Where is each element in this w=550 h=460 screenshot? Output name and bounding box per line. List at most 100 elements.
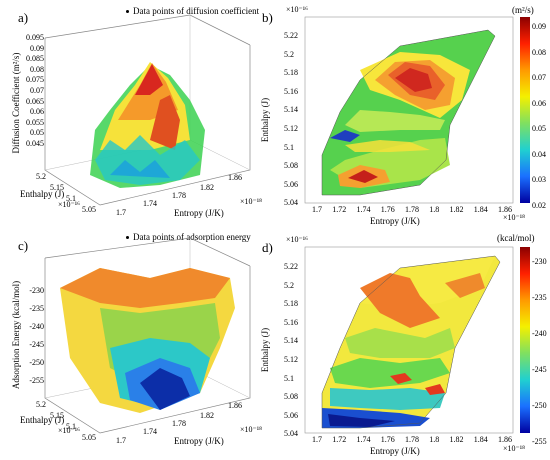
cbtick: 0.02	[532, 200, 546, 210]
panel-a-xtick: 1.78	[172, 191, 186, 200]
panel-c-zticks: -230 -235 -240 -245 -250 -255	[20, 282, 44, 390]
panel-c-xtick: 1.74	[143, 427, 157, 436]
xtick: 1.7	[312, 435, 322, 444]
ytick: 5.06	[284, 179, 298, 189]
panel-a-ymult: ×10⁻¹⁶	[58, 200, 80, 209]
xtick: 1.7	[312, 205, 322, 214]
cbtick: 0.09	[532, 22, 546, 31]
ztick: -245	[29, 340, 44, 349]
ytick: 5.16	[284, 86, 298, 96]
panel-a-xtick: 1.7	[116, 208, 126, 217]
ztick: 0.07	[30, 85, 44, 95]
panel-b-mult-top: ×10⁻¹⁶	[286, 5, 308, 14]
ztick: 0.055	[26, 117, 44, 127]
panel-c-xtick: 1.78	[172, 419, 186, 428]
panel-c-xtick: 1.7	[116, 436, 126, 445]
ytick: 5.08	[284, 161, 298, 171]
panel-a-xtick: 1.82	[200, 183, 214, 192]
panel-c-legend: Data points of adsorption energy	[126, 232, 251, 242]
panel-d-mult-top: ×10⁻¹⁶	[286, 235, 308, 244]
ztick: 0.085	[26, 54, 44, 64]
panel-a-label: a)	[18, 10, 29, 25]
legend-dot-icon	[126, 236, 129, 240]
panel-c-xmult: ×10⁻¹⁸	[240, 425, 262, 434]
ztick: -235	[29, 304, 44, 313]
cbtick: -235	[532, 293, 547, 302]
xtick: 1.76	[380, 435, 395, 444]
panel-c-ytick: 5.1	[66, 422, 76, 431]
panel-a-ytick: 5.2	[36, 172, 46, 181]
panel-a-legend-text: Data points of diffusion coefficient	[133, 6, 260, 16]
ytick: 5.14	[284, 105, 298, 115]
cbtick: -240	[532, 329, 547, 338]
ztick: 0.05	[30, 128, 44, 138]
xtick: 1.78	[405, 205, 419, 214]
panel-c-xtick: 1.86	[228, 401, 242, 410]
ytick: 5.1	[284, 142, 294, 152]
panel-a-legend: Data points of diffusion coefficient	[126, 6, 259, 16]
ztick: -230	[29, 286, 44, 295]
panel-a-surface	[44, 14, 251, 206]
panel-d-ylabel: Enthalpy (J)	[260, 327, 270, 373]
ztick: -255	[29, 376, 44, 385]
ytick: 5.18	[284, 68, 298, 78]
xtick: 1.72	[332, 435, 347, 444]
panel-d-xmult: ×10⁻¹⁸	[503, 444, 525, 453]
xtick: 1.84	[473, 205, 488, 214]
ytick: 5.04	[284, 198, 298, 208]
ytick: 5.12	[284, 123, 298, 133]
panel-b-yticks: 5.22 5.2 5.18 5.16 5.14 5.12 5.1 5.08 5.06 5.04	[284, 27, 298, 213]
ytick: 5.16	[284, 317, 298, 327]
cbtick: 0.04	[532, 149, 546, 159]
panel-b-unit: (m²/s)	[512, 5, 534, 15]
ztick: 0.06	[30, 107, 44, 117]
ytick: 5.06	[284, 410, 298, 420]
panel-a-xtick: 1.74	[143, 199, 157, 208]
ztick: -250	[29, 358, 44, 367]
ztick: 0.065	[26, 96, 44, 106]
ytick: 5.22	[284, 31, 298, 40]
ytick: 5.08	[284, 392, 298, 402]
xtick: 1.86	[498, 205, 512, 214]
cbtick: 0.06	[532, 98, 546, 108]
panel-b-xmult: ×10⁻¹⁸	[503, 213, 525, 222]
ytick: 5.18	[284, 299, 298, 309]
panel-c-xtick: 1.82	[200, 411, 214, 420]
ytick: 5.22	[284, 262, 298, 271]
ztick: 0.08	[30, 64, 44, 74]
panel-b-xlabel: Entropy (J/K)	[370, 216, 420, 226]
ztick: 0.09	[30, 43, 44, 53]
ytick: 5.2	[284, 280, 294, 290]
xtick: 1.74	[356, 205, 371, 214]
xtick: 1.78	[405, 435, 419, 444]
xtick: 1.76	[380, 205, 395, 214]
cbtick: -245	[532, 365, 547, 374]
panel-c-ylabel: Enthalpy (J)	[20, 415, 65, 425]
panel-c-xlabel: Entropy (J/K)	[174, 436, 224, 446]
panel-d-contour	[304, 246, 514, 434]
xtick: 1.8	[429, 435, 440, 444]
xtick: 1.8	[429, 205, 440, 214]
xtick: 1.82	[449, 435, 464, 444]
panel-c-ytick: 5.15	[50, 411, 64, 420]
panel-c-surface	[44, 237, 251, 434]
panel-a-xmult: ×10⁻¹⁸	[240, 197, 262, 206]
cbtick: -255	[532, 437, 547, 446]
panel-a-ytick: 5.1	[66, 194, 76, 203]
ztick: 0.075	[26, 75, 44, 85]
panel-c-legend-text: Data points of adsorption energy	[133, 232, 251, 242]
panel-d-unit: (kcal/mol)	[497, 233, 535, 243]
ytick: 5.14	[284, 336, 298, 346]
panel-a-xtick: 1.86	[228, 173, 242, 182]
panel-b-label: b)	[262, 10, 273, 25]
panel-a-ytick: 5.15	[50, 183, 64, 192]
panel-a-ylabel: Enthalpy (J)	[20, 189, 65, 199]
xtick: 1.82	[449, 205, 464, 214]
panel-d-xlabel: Entropy (J/K)	[370, 446, 420, 456]
cbtick: 0.07	[532, 73, 546, 82]
ztick: 0.045	[26, 138, 44, 148]
panel-b-ylabel: Enthalpy (J)	[260, 97, 270, 143]
ytick: 5.04	[284, 429, 298, 439]
cbtick: 0.03	[532, 175, 546, 184]
panel-b-cbticks: 0.09 0.08 0.07 0.06 0.05 0.04 0.03 0.02	[532, 14, 546, 218]
